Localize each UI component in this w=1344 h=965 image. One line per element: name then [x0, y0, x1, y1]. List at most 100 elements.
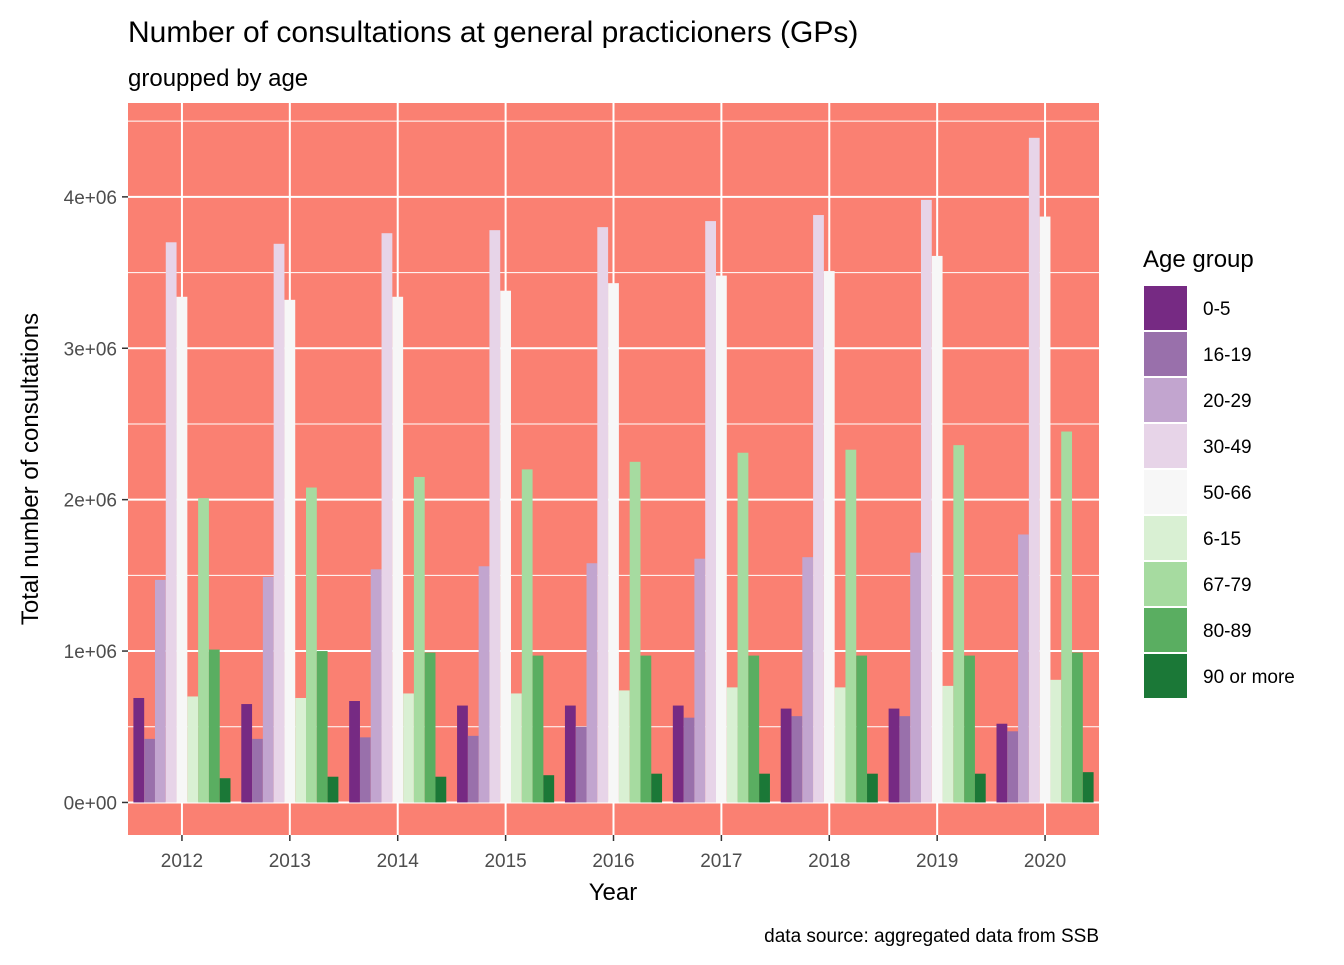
- bar: [931, 255, 943, 803]
- chart-subtitle: groupped by age: [128, 65, 308, 92]
- bar: [273, 243, 285, 803]
- bar: [953, 445, 965, 803]
- bar: [575, 726, 587, 803]
- bar: [532, 655, 544, 803]
- legend-label: 6-15: [1203, 529, 1241, 550]
- y-tick-label: 0e+00: [64, 793, 117, 814]
- bar: [165, 242, 177, 803]
- bar: [435, 776, 447, 803]
- y-axis: 0e+00 1e+06 2e+06 3e+06 4e+06: [64, 188, 128, 814]
- x-tick-label: 2018: [808, 851, 850, 872]
- bar: [1061, 431, 1073, 803]
- legend-label: 50-66: [1203, 483, 1252, 504]
- bar: [640, 655, 652, 803]
- bar: [467, 735, 479, 803]
- legend-label: 90 or more: [1203, 667, 1295, 688]
- bar: [780, 708, 792, 803]
- legend-label: 0-5: [1203, 299, 1230, 320]
- legend-label: 30-49: [1203, 437, 1252, 458]
- bar: [1007, 731, 1019, 803]
- bar: [1018, 534, 1029, 803]
- legend-key-swatch: [1144, 470, 1187, 514]
- bar: [888, 708, 900, 803]
- bar: [845, 449, 857, 803]
- y-tick-label: 3e+06: [64, 339, 117, 360]
- legend-key-swatch: [1144, 286, 1187, 330]
- x-tick-label: 2014: [377, 851, 420, 872]
- x-tick-label: 2019: [916, 851, 958, 872]
- legend-key-swatch: [1144, 654, 1187, 698]
- legend-title: Age group: [1143, 246, 1254, 273]
- legend-key-swatch: [1144, 562, 1187, 606]
- bar: [586, 563, 598, 803]
- bars: [133, 137, 1094, 803]
- bar: [715, 275, 727, 803]
- bar: [1082, 772, 1094, 803]
- bar: [457, 705, 468, 803]
- bar: [920, 199, 932, 803]
- bar: [543, 775, 555, 803]
- bar: [511, 693, 522, 803]
- bar: [381, 233, 393, 803]
- legend-key-swatch: [1144, 608, 1187, 652]
- bar: [1028, 137, 1040, 803]
- bar: [133, 697, 145, 803]
- bar: [349, 701, 360, 803]
- legend: 0-5 16-19 20-29 30-49 50-66 6-15 67-79 80-89 90 …: [1143, 285, 1295, 699]
- bar: [370, 569, 382, 803]
- y-axis-title: Total number of consultations: [17, 313, 44, 625]
- bar: [942, 685, 954, 803]
- bar: [154, 579, 166, 803]
- bar: [996, 723, 1008, 803]
- bar: [856, 655, 868, 803]
- bar: [597, 227, 609, 803]
- legend-label: 67-79: [1203, 575, 1252, 596]
- bar: [564, 705, 576, 803]
- bar: [521, 469, 533, 803]
- bar: [608, 283, 619, 803]
- bar: [759, 773, 770, 803]
- legend-label: 20-29: [1203, 391, 1252, 412]
- legend-key-swatch: [1144, 516, 1187, 560]
- y-tick-label: 2e+06: [64, 491, 117, 512]
- x-axis-title: Year: [589, 879, 638, 906]
- bar: [219, 778, 231, 803]
- x-tick-label: 2016: [592, 851, 634, 872]
- bar: [737, 452, 749, 803]
- x-tick-label: 2017: [700, 851, 742, 872]
- bar: [295, 697, 307, 803]
- bar: [683, 717, 695, 803]
- legend-key-swatch: [1144, 424, 1187, 468]
- bar: [327, 776, 339, 803]
- legend-key-swatch: [1144, 332, 1187, 376]
- bar: [802, 557, 814, 803]
- bar: [208, 649, 220, 803]
- bar: [403, 693, 414, 803]
- bar: [1050, 679, 1062, 803]
- legend-label: 16-19: [1203, 345, 1252, 366]
- y-tick-label: 4e+06: [64, 188, 117, 209]
- bar: [726, 687, 738, 803]
- caption: data source: aggregated data from SSB: [764, 926, 1099, 947]
- bar: [910, 552, 921, 803]
- x-tick-label: 2015: [484, 851, 526, 872]
- bar: [144, 738, 155, 803]
- bar: [1072, 652, 1083, 803]
- bar: [413, 476, 425, 803]
- bar: [651, 773, 663, 803]
- bar: [705, 221, 716, 803]
- x-tick-label: 2020: [1024, 851, 1066, 872]
- legend-key-swatch: [1144, 378, 1187, 422]
- bar: [964, 655, 975, 803]
- x-axis: 2012 2013 2014 2015 2016 2017 2018 2019 2020: [161, 835, 1066, 872]
- x-tick-label: 2013: [269, 851, 311, 872]
- bar: [359, 737, 371, 803]
- bar: [306, 487, 317, 803]
- bar: [198, 498, 209, 803]
- bar: [176, 296, 188, 803]
- bar: [748, 655, 760, 803]
- bar: [791, 716, 803, 803]
- bar: [252, 738, 263, 803]
- bar: [899, 716, 911, 803]
